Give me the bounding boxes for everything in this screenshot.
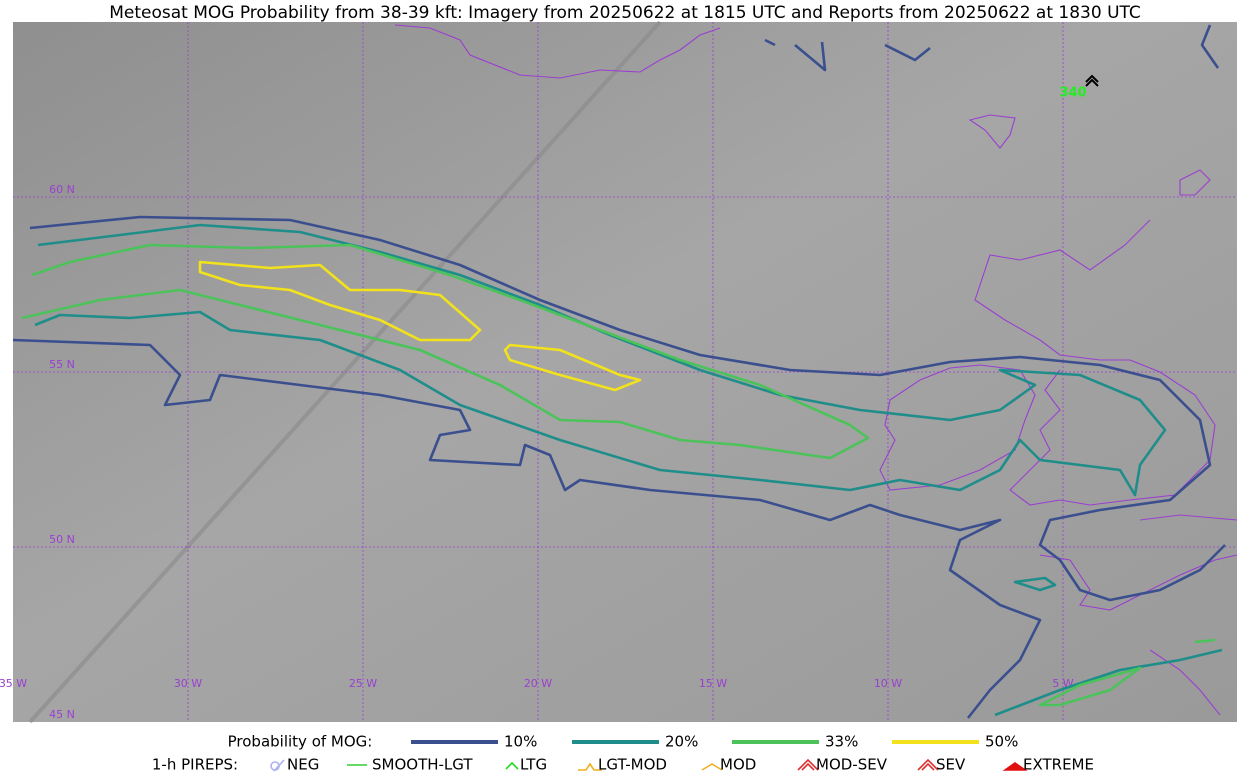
coastline [1179,169,1211,196]
pirep-symbol [270,759,285,772]
longitude-label: 25 W [349,677,377,690]
longitude-label: 20 W [524,677,552,690]
coastline [1139,514,1238,521]
pirep-symbol [797,758,819,771]
pirep-symbol [1002,762,1028,771]
latitude-label: 55 N [49,358,75,371]
contours [12,24,1226,719]
longitude-label: 10 W [874,677,902,690]
latitude-label: 50 N [49,533,75,546]
legend-level: 50% [985,733,1018,751]
longitude-label: 15 W [699,677,727,690]
coastline [968,114,1016,149]
pirep-symbol [505,761,519,770]
pirep-type: EXTREME [1023,756,1094,774]
contour-50 [198,260,482,342]
contour-10 [764,24,1220,72]
map-area: 60 N 55 N 50 N 45 N 35 W 30 W 25 W 20 W 15 W 10 W… [0,20,1238,724]
pirep-type: MOD [720,756,756,774]
latitude-label: 60 N [49,183,75,196]
coastline [879,364,1036,491]
pirep-symbol [578,762,602,771]
pirep-symbol [1085,74,1099,87]
pirep-type: SEV [936,756,966,774]
legend-level: 33% [825,733,858,751]
map-title: Meteosat MOG Probability from 38-39 kft:… [109,3,1141,23]
longitude-label: 30 W [174,677,202,690]
contour-20 [34,223,1167,497]
coastline [394,24,721,79]
contour-50 [503,343,642,392]
contour-33 [1038,638,1216,707]
contour-10 [29,215,1226,602]
legend-level: 10% [504,733,537,751]
latitude-label: 45 N [49,708,75,721]
contour-33 [21,243,870,460]
legend-level: 20% [665,733,698,751]
pirep-type: LTG [520,756,547,774]
pirep-legend-title: 1-h PIREPS: [152,756,238,774]
pirep-type: SMOOTH-LGT [372,756,473,774]
pirep-type: NEG [287,756,319,774]
legend-title: Probability of MOG: [228,733,373,751]
pirep-type: MOD-SEV [816,756,888,774]
coastline [1149,649,1221,716]
longitude-label: 35 W [0,677,27,690]
contour-20 [994,576,1223,717]
legend: Probability of MOG: 10% 20% 33% 50% 1-h PIREP… [152,733,1094,774]
pirep-report: 340 [1059,74,1099,101]
pirep-flight-level: 340 [1059,86,1086,101]
pirep-symbol [917,758,939,771]
pirep-symbol [701,763,723,771]
pirep-type: LGT-MOD [598,756,667,774]
contour-10 [12,338,1042,719]
